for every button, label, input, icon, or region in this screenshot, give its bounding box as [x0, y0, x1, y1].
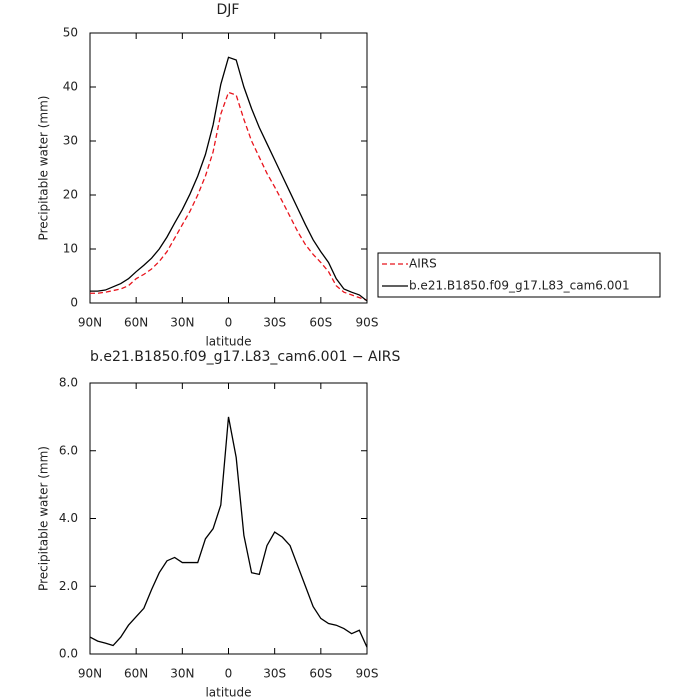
x-axis-label: latitude — [205, 335, 251, 349]
y-tick-label: 0 — [70, 296, 78, 310]
y-tick-label: 50 — [63, 26, 78, 40]
y-tick-label: 10 — [63, 242, 78, 256]
x-axis-label: latitude — [205, 686, 251, 700]
x-tick-label: 0 — [225, 667, 233, 681]
x-tick-label: 60N — [124, 667, 148, 681]
legend-label: AIRS — [409, 257, 437, 271]
x-tick-label: 30N — [170, 667, 194, 681]
legend-box — [377, 252, 661, 298]
y-tick-label: 40 — [63, 80, 78, 94]
x-tick-label: 30N — [170, 316, 194, 330]
y-tick-label: 6.0 — [59, 443, 78, 457]
legend-label: b.e21.B1850.f09_g17.L83_cam6.001 — [409, 279, 630, 293]
x-tick-label: 60S — [309, 316, 332, 330]
x-tick-label: 30S — [263, 316, 286, 330]
data-line — [89, 416, 368, 648]
plot-frame — [89, 32, 368, 304]
y-tick-label: 8.0 — [59, 376, 78, 390]
y-tick-label: 2.0 — [59, 579, 78, 593]
x-tick-label: 30S — [263, 667, 286, 681]
x-tick-label: 0 — [225, 316, 233, 330]
y-tick-label: 4.0 — [59, 511, 78, 525]
y-axis-label: Precipitable water (mm) — [37, 96, 51, 241]
x-tick-label: 60S — [309, 667, 332, 681]
x-tick-label: 90S — [356, 316, 379, 330]
chart-title: DJF — [217, 2, 240, 18]
data-line — [90, 56, 368, 302]
x-tick-label: 60N — [124, 316, 148, 330]
y-tick-label: 30 — [63, 134, 78, 148]
x-tick-label: 90N — [78, 667, 102, 681]
y-axis-label: Precipitable water (mm) — [37, 446, 51, 591]
y-tick-label: 0.0 — [59, 647, 78, 661]
y-tick-label: 20 — [63, 188, 78, 202]
x-tick-label: 90N — [78, 316, 102, 330]
data-line — [90, 91, 368, 301]
chart-title: b.e21.B1850.f09_g17.L83_cam6.001 − AIRS — [90, 349, 400, 365]
x-tick-label: 90S — [356, 667, 379, 681]
